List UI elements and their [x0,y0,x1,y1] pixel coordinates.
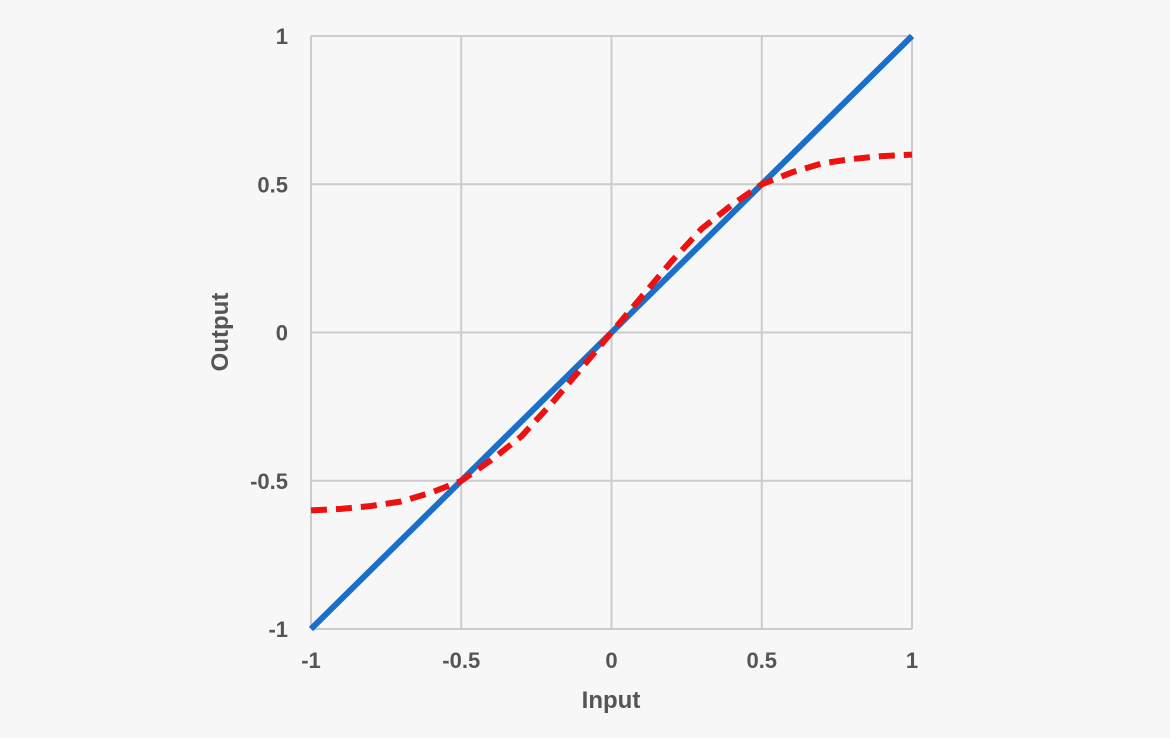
series-line-solid [308,33,915,632]
series-line-dashed [310,151,913,514]
y-tick-label: 0.5 [257,172,288,197]
x-tick-label: -0.5 [442,648,480,673]
x-tick-label: 1 [906,648,918,673]
y-tick-label: -1 [268,617,288,642]
x-tick-label: 0 [605,648,617,673]
x-tick-label: 0.5 [746,648,777,673]
y-axis-title: Output [207,293,234,372]
x-tick-label: -1 [301,648,321,673]
y-tick-label: 1 [276,24,288,49]
x-axis-title: Input [582,687,641,714]
y-tick-label: -0.5 [250,469,288,494]
y-tick-label: 0 [276,321,288,346]
